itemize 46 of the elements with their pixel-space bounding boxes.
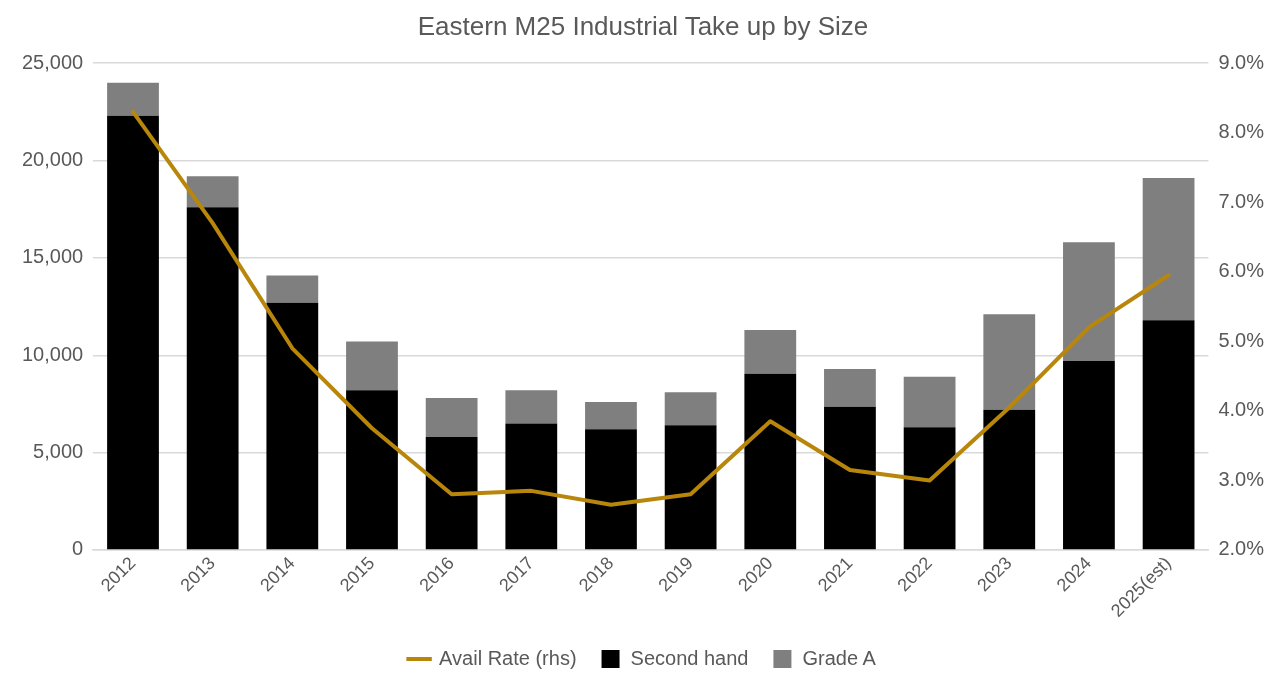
bar — [664, 425, 717, 550]
bar — [1142, 320, 1195, 550]
bar — [903, 427, 956, 550]
bar — [744, 329, 797, 374]
legend-label: Grade A — [802, 646, 877, 669]
bar — [505, 423, 558, 550]
bar — [346, 341, 398, 391]
y-tick-label: 10,000 — [22, 342, 84, 365]
y2-tick-label: 9.0% — [1218, 50, 1265, 73]
legend-label: Avail Rate (rhs) — [439, 646, 577, 669]
bar — [107, 115, 159, 550]
bar — [186, 176, 239, 208]
y2-tick-label: 8.0% — [1218, 120, 1265, 143]
bar — [744, 373, 797, 550]
y2-tick-label: 5.0% — [1218, 328, 1265, 351]
bar — [585, 429, 637, 550]
y2-tick-label: 2.0% — [1218, 537, 1265, 560]
bar — [266, 302, 319, 550]
bar — [983, 409, 1036, 550]
bar — [1063, 242, 1115, 362]
y2-tick-label: 3.0% — [1218, 467, 1265, 490]
y-tick-label: 20,000 — [22, 148, 84, 171]
legend-label: Second hand — [630, 646, 749, 669]
bar — [1142, 178, 1195, 321]
y-tick-label: 5,000 — [33, 440, 84, 463]
bar — [824, 406, 876, 550]
bar — [425, 398, 478, 438]
bar — [505, 390, 558, 424]
y2-tick-label: 6.0% — [1218, 259, 1265, 282]
bar — [1063, 361, 1115, 550]
y-tick-label: 25,000 — [22, 50, 84, 73]
bar — [186, 207, 239, 550]
bar — [585, 401, 637, 430]
bar — [266, 275, 319, 303]
y-tick-label: 15,000 — [22, 245, 84, 268]
bar — [824, 368, 876, 407]
bar — [107, 82, 159, 116]
bar — [664, 392, 717, 426]
bar — [983, 314, 1036, 410]
chart-title: Eastern M25 Industrial Take up by Size — [417, 10, 869, 41]
bar — [903, 376, 956, 428]
bar — [425, 437, 478, 550]
bar — [346, 390, 398, 550]
y-tick-label: 0 — [72, 537, 84, 560]
y2-tick-label: 7.0% — [1218, 189, 1265, 212]
y2-tick-label: 4.0% — [1218, 398, 1265, 421]
